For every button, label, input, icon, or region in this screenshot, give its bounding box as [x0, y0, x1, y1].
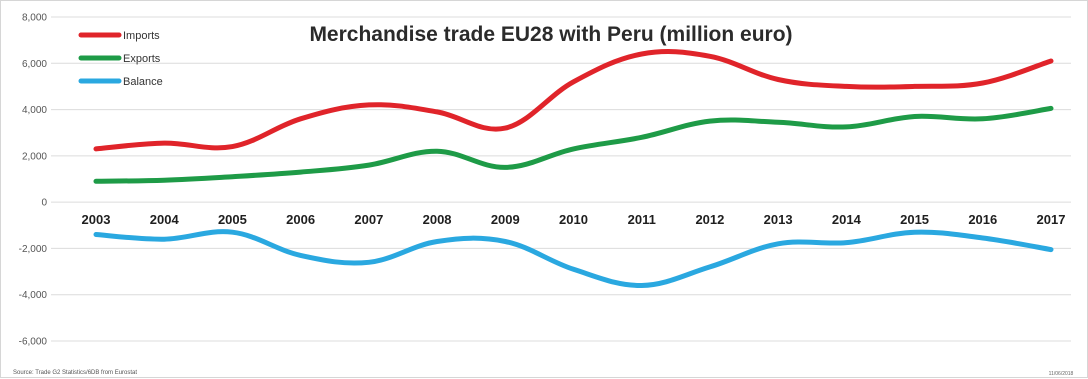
y-tick-label: -2,000	[19, 244, 48, 255]
data-point-balance	[435, 239, 440, 244]
y-tick-label: 8,000	[22, 13, 47, 24]
series-line-balance	[93, 229, 1054, 289]
legend-label-balance: Balance	[123, 76, 163, 88]
series-layer	[93, 49, 1054, 289]
legend-label-exports: Exports	[123, 53, 161, 65]
y-tick-label: -6,000	[19, 337, 48, 348]
data-point-exports	[980, 116, 985, 121]
data-point-balance	[94, 232, 99, 237]
date-stamp: 11/06/2018	[1049, 371, 1074, 377]
data-point-exports	[844, 124, 849, 129]
x-tick-label: 2003	[82, 212, 111, 227]
data-point-exports	[230, 174, 235, 179]
chart-title: Merchandise trade EU28 with Peru (millio…	[309, 23, 792, 46]
data-point-exports	[94, 179, 99, 184]
source-note: Source: Trade G2 Statistics/6DB from Eur…	[13, 370, 137, 376]
x-tick-label: 2010	[559, 212, 588, 227]
data-point-balance	[503, 239, 508, 244]
x-tick-label: 2006	[286, 212, 315, 227]
x-axis: 2003 2004 2005 2006 2007 2008 2009 2010 2011 2012…	[82, 212, 1066, 227]
data-point-imports	[776, 77, 781, 82]
data-point-imports	[1049, 58, 1054, 63]
data-point-balance	[912, 230, 917, 235]
grid-layer	[51, 16, 1071, 342]
x-tick-label: 2007	[354, 212, 383, 227]
data-point-exports	[912, 114, 917, 119]
data-point-imports	[707, 54, 712, 59]
series-line-imports	[93, 49, 1054, 152]
data-point-exports	[503, 165, 508, 170]
y-tick-label: 4,000	[22, 105, 47, 116]
data-point-imports	[639, 52, 644, 57]
data-point-balance	[162, 237, 167, 242]
y-axis: 8,000 6,000 4,000 2,000 0 -2,000 -4,000 -6,000	[19, 13, 48, 348]
data-point-balance	[230, 230, 235, 235]
data-point-exports	[639, 135, 644, 140]
data-point-balance	[844, 240, 849, 245]
y-tick-label: -4,000	[19, 290, 48, 301]
y-tick-label: 6,000	[22, 59, 47, 70]
data-point-imports	[94, 146, 99, 151]
data-point-balance	[707, 264, 712, 269]
data-point-imports	[503, 126, 508, 131]
data-point-imports	[162, 141, 167, 146]
data-point-exports	[707, 119, 712, 124]
data-point-imports	[980, 80, 985, 85]
data-point-imports	[230, 144, 235, 149]
data-point-balance	[1049, 247, 1054, 252]
data-point-exports	[435, 149, 440, 154]
series-line-exports	[93, 105, 1054, 184]
data-point-balance	[639, 283, 644, 288]
x-tick-label: 2012	[695, 212, 724, 227]
data-point-imports	[912, 84, 917, 89]
data-point-balance	[980, 236, 985, 241]
legend: Imports Exports Balance	[78, 30, 163, 88]
data-point-exports	[298, 170, 303, 175]
x-tick-label: 2004	[150, 212, 180, 227]
x-tick-label: 2009	[491, 212, 520, 227]
data-point-balance	[571, 267, 576, 272]
x-tick-label: 2015	[900, 212, 929, 227]
data-point-imports	[298, 116, 303, 121]
data-point-imports	[844, 84, 849, 89]
data-point-balance	[366, 260, 371, 265]
x-tick-label: 2005	[218, 212, 247, 227]
data-point-imports	[571, 79, 576, 84]
data-point-balance	[298, 253, 303, 258]
data-point-exports	[1049, 106, 1054, 111]
x-tick-label: 2016	[968, 212, 997, 227]
y-tick-label: 0	[41, 198, 47, 209]
data-point-exports	[776, 120, 781, 125]
data-point-exports	[162, 178, 167, 183]
data-point-exports	[571, 146, 576, 151]
data-point-imports	[366, 102, 371, 107]
x-tick-label: 2011	[628, 212, 656, 227]
y-tick-label: 2,000	[22, 151, 47, 162]
x-tick-label: 2013	[764, 212, 793, 227]
data-point-balance	[776, 241, 781, 246]
legend-label-imports: Imports	[123, 30, 160, 42]
x-tick-label: 2014	[832, 212, 862, 227]
data-point-exports	[366, 163, 371, 168]
data-point-imports	[435, 109, 440, 114]
x-tick-label: 2017	[1037, 212, 1066, 227]
x-tick-label: 2008	[423, 212, 452, 227]
